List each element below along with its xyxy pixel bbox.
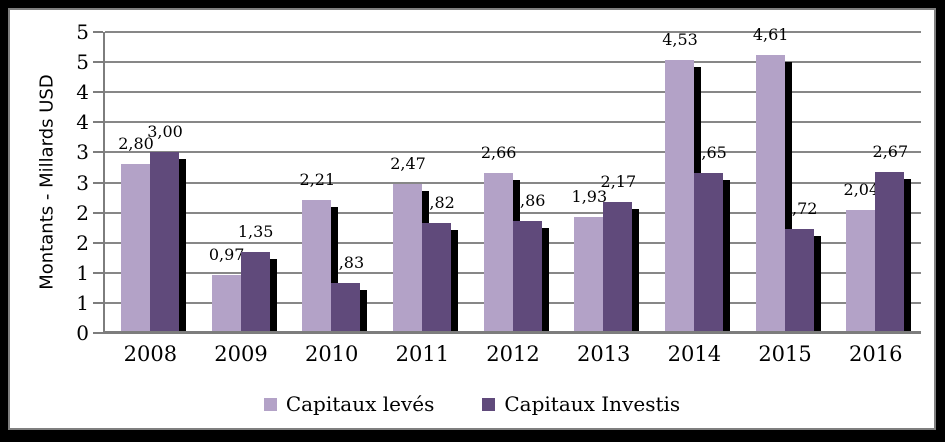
- y-tick-mark: [93, 241, 103, 244]
- bar-capitaux-investis-2014: [694, 173, 730, 333]
- y-tick-mark: [93, 211, 103, 214]
- x-tick-label-2016: 2016: [848, 342, 903, 366]
- y-tick-label: 3: [76, 140, 89, 165]
- bar-label-capitaux-investis-2016: 2,67: [872, 142, 909, 162]
- bar-group-2010: 2,21 0,83: [286, 32, 377, 334]
- y-tick-label: 1: [76, 260, 89, 285]
- y-tick-label: 3: [76, 170, 89, 195]
- legend-item-capitaux-leves: Capitaux levés: [263, 392, 435, 416]
- y-tick-mark: [93, 332, 103, 334]
- bar-label-capitaux-investis-2013: 2,17: [600, 172, 637, 192]
- bar-label-capitaux-leves-2011: 2,47: [390, 154, 426, 174]
- y-tick-mark: [93, 91, 103, 94]
- x-tick-label-2011: 2011: [395, 342, 450, 366]
- bar-capitaux-investis-2009: [240, 251, 277, 334]
- y-tick-mark: [93, 121, 103, 124]
- bar-group-2009: 0,97 1,35: [196, 32, 287, 334]
- y-tick-label: 5: [76, 50, 89, 75]
- y-tick-label: 0: [76, 321, 89, 345]
- bar-capitaux-leves-2013: [574, 216, 611, 334]
- x-tick-label-2009: 2009: [214, 342, 268, 366]
- x-tick-label-2014: 2014: [667, 342, 722, 366]
- bar-label-capitaux-leves-2012: 2,66: [480, 142, 517, 162]
- bar-label-capitaux-leves-2016: 2,04: [843, 180, 880, 200]
- bar-capitaux-investis-2010: [331, 283, 368, 333]
- bar-group-2014: 4,53 2,65: [649, 30, 740, 333]
- bar-label-capitaux-leves-2015: 4,61: [752, 25, 789, 45]
- legend: Capitaux levés Capitaux Investis: [10, 394, 934, 414]
- bar-capitaux-leves-2009: [211, 274, 248, 334]
- x-tick-label-2008: 2008: [123, 342, 178, 366]
- gridline: [105, 151, 921, 154]
- bar-label-capitaux-investis-2008: 3,00: [147, 122, 183, 142]
- y-tick-label: 4: [76, 80, 89, 105]
- bar-capitaux-investis-2015: [784, 229, 821, 333]
- x-tick-label-2010: 2010: [304, 342, 359, 366]
- y-tick-label: 4: [76, 110, 89, 135]
- bar-label-capitaux-leves-2009: 0,97: [208, 244, 245, 264]
- bar-capitaux-leves-2010: [302, 199, 339, 334]
- bar-capitaux-leves-2015: [755, 55, 792, 333]
- gridline: [105, 31, 921, 33]
- x-tick-label-2015: 2015: [758, 342, 812, 366]
- y-tick-label: 2: [76, 230, 89, 255]
- bar-label-capitaux-leves-2013: 1,93: [571, 186, 608, 206]
- bar-label-capitaux-leves-2008: 2,80: [118, 134, 154, 154]
- bar-group-2011: 2,47 1,82: [377, 32, 468, 333]
- y-tick-mark: [93, 61, 103, 64]
- bar-capitaux-leves-2014: [665, 60, 701, 333]
- y-tick-mark: [93, 31, 103, 33]
- y-tick-mark: [93, 271, 103, 274]
- y-tick-mark: [93, 181, 103, 184]
- y-tick-label: 1: [76, 290, 89, 315]
- x-tick-label-2012: 2012: [486, 342, 540, 366]
- gridline: [105, 61, 921, 64]
- x-tick-label-2013: 2013: [576, 342, 631, 366]
- y-tick-mark: [93, 301, 103, 304]
- bar-capitaux-investis-2008: [150, 152, 186, 333]
- y-tick-label: 5: [76, 20, 89, 44]
- bar-capitaux-leves-2016: [846, 210, 883, 333]
- bar-group-2016: 2,04 2,67: [830, 32, 921, 333]
- y-tick-mark: [93, 151, 103, 154]
- bar-group-2008: 2,80 3,00: [105, 32, 196, 333]
- bar-capitaux-leves-2011: [393, 184, 429, 333]
- y-tick-label: 2: [76, 200, 89, 225]
- chart-canvas: Montants - Millards USD 5 5 4 4 3 3 2 2 1 1 0 2,80 3…: [8, 8, 936, 430]
- plot-area: 5 5 4 4 3 3 2 2 1 1 0 2,80 3,00 0,97 1,35 2,21 0,83 2,47 1…: [76, 22, 921, 343]
- legend-swatch-capitaux-leves: [263, 397, 277, 411]
- gridline: [105, 91, 921, 94]
- bar-capitaux-investis-2016: [875, 172, 912, 333]
- x-axis-line: [103, 331, 921, 334]
- bar-label-capitaux-leves-2010: 2,21: [299, 169, 336, 189]
- legend-label-capitaux-investis: Capitaux Investis: [504, 392, 681, 416]
- legend-swatch-capitaux-investis: [482, 397, 496, 411]
- gridline: [105, 121, 921, 124]
- bar-group-2015: 4,61 1,72: [740, 26, 831, 333]
- bar-label-capitaux-leves-2014: 4,53: [662, 30, 698, 50]
- bar-group-2013: 1,93 2,17: [558, 32, 649, 334]
- legend-item-capitaux-investis: Capitaux Investis: [482, 394, 680, 414]
- bar-capitaux-investis-2012: [512, 221, 549, 333]
- bar-capitaux-leves-2008: [121, 164, 157, 333]
- x-axis-labels: 2008 2009 2010 2011 2012 2013 2014 2015 2016: [105, 342, 921, 366]
- bar-capitaux-investis-2011: [422, 223, 458, 333]
- legend-label-capitaux-leves: Capitaux levés: [285, 392, 435, 416]
- bar-group-2012: 2,66 1,86: [468, 32, 559, 334]
- bar-capitaux-investis-2013: [603, 202, 640, 333]
- bar-capitaux-leves-2012: [483, 172, 520, 334]
- bar-label-capitaux-investis-2009: 1,35: [237, 221, 274, 241]
